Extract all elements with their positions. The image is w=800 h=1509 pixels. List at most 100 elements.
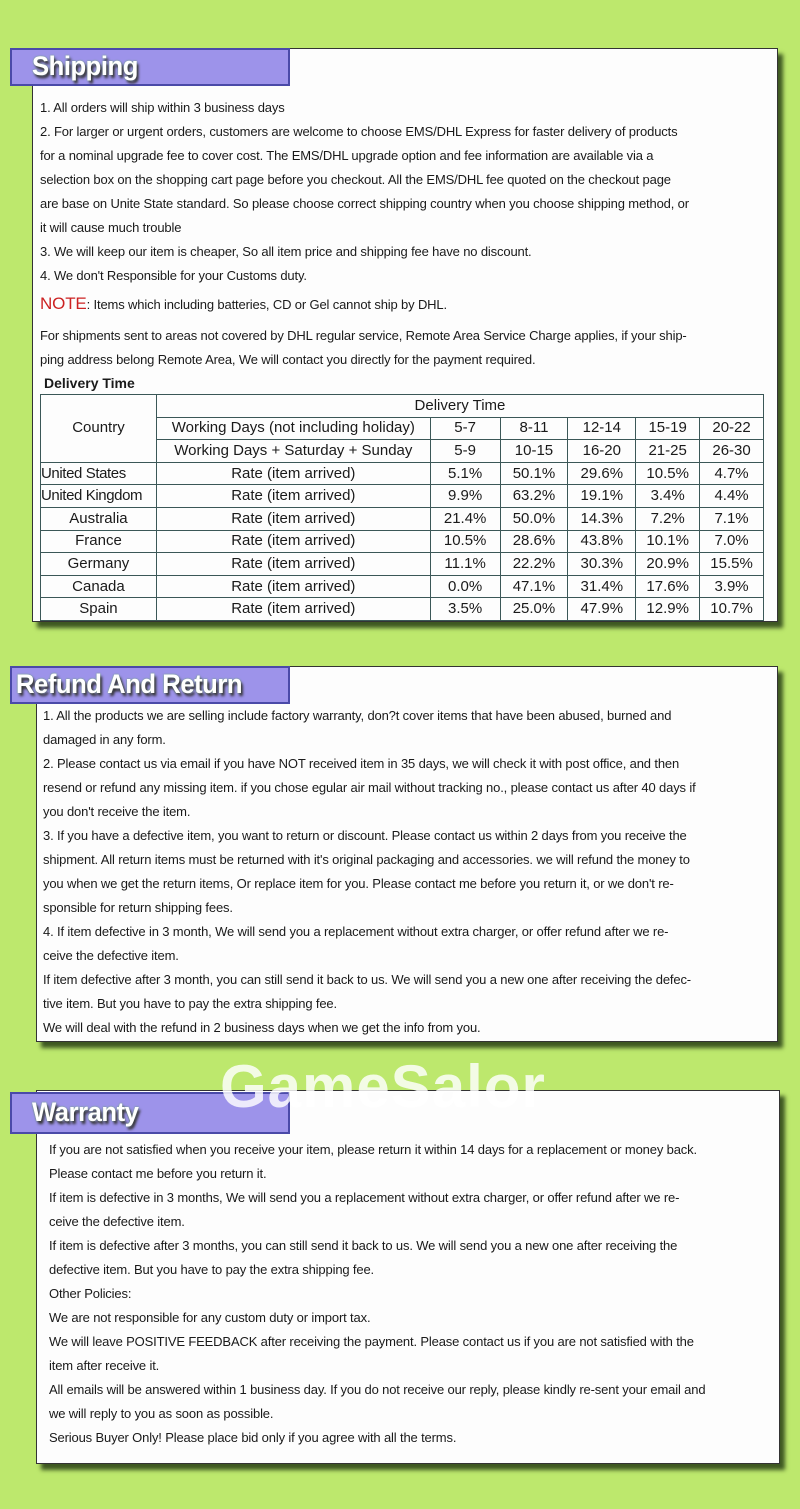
country-cell: France	[40, 529, 157, 554]
calendar-days-cell: 26-30	[699, 439, 764, 463]
text-line: If you are not satisfied when you receiv…	[49, 1142, 697, 1157]
table-row: France Rate (item arrived) 10.5% 28.6% 43.8%…	[40, 529, 764, 554]
rate-value-cell: 3.5%	[429, 597, 501, 621]
rate-value-cell: 14.3%	[567, 506, 637, 531]
note-text: : Items which including batteries, CD or…	[86, 297, 447, 312]
rate-value-cell: 10.5%	[429, 529, 501, 554]
rate-value-cell: 5.1%	[429, 461, 501, 486]
refund-header: Refund And Return	[10, 666, 290, 704]
rate-label-cell: Rate (item arrived)	[155, 552, 431, 576]
rate-value-cell: 11.1%	[429, 552, 501, 576]
working-days-cell: 12-14	[567, 416, 637, 441]
text-line: 3. If you have a defective item, you wan…	[43, 828, 687, 843]
rate-label-cell: Rate (item arrived)	[155, 506, 431, 531]
country-header: Country	[40, 394, 157, 463]
country-cell: United Kingdom	[40, 484, 157, 508]
rate-value-cell: 7.2%	[635, 506, 701, 531]
text-line: sponsible for return shipping fees.	[43, 900, 233, 915]
text-line: defective item. But you have to pay the …	[49, 1262, 375, 1277]
rate-value-cell: 50.1%	[499, 461, 569, 486]
working-days-cell: 20-22	[699, 416, 764, 441]
rate-value-cell: 4.7%	[699, 461, 764, 486]
rate-value-cell: 31.4%	[567, 574, 637, 599]
rate-value-cell: 3.9%	[699, 574, 764, 599]
warranty-section	[36, 1090, 780, 1464]
country-cell: Canada	[40, 574, 157, 599]
rate-value-cell: 17.6%	[635, 574, 701, 599]
shipping-title: Shipping	[32, 51, 138, 81]
country-cell: Germany	[40, 552, 157, 576]
table-row: Spain Rate (item arrived) 3.5% 25.0% 47.9% 12…	[40, 597, 764, 621]
delivery-time-table: Country Delivery Time Working Days (not …	[40, 394, 765, 621]
rate-value-cell: 19.1%	[567, 484, 637, 508]
country-cell: Australia	[40, 506, 157, 531]
warranty-header: Warranty	[10, 1092, 290, 1134]
text-line: item after receive it.	[49, 1358, 160, 1373]
rate-value-cell: 50.0%	[499, 506, 569, 531]
shipping-note: NOTE: Items which including batteries, C…	[40, 292, 447, 316]
text-line: you don't receive the item.	[43, 804, 191, 819]
rate-label-cell: Rate (item arrived)	[155, 574, 431, 599]
calendar-days-cell: 21-25	[635, 439, 701, 463]
rate-value-cell: 25.0%	[499, 597, 569, 621]
text-line: Other Policies:	[49, 1286, 132, 1301]
table-row: Germany Rate (item arrived) 11.1% 22.2% 30.3…	[40, 552, 764, 576]
note-label: NOTE	[40, 294, 87, 313]
rate-value-cell: 29.6%	[567, 461, 637, 486]
rate-value-cell: 63.2%	[499, 484, 569, 508]
rate-value-cell: 22.2%	[499, 552, 569, 576]
shipping-text: 1. All orders will ship within 3 busines…	[40, 96, 689, 288]
text-line: you when we get the return items, Or rep…	[43, 876, 674, 891]
rate-value-cell: 20.9%	[635, 552, 701, 576]
rate-value-cell: 12.9%	[635, 597, 701, 621]
text-line: If item is defective in 3 months, We wil…	[49, 1190, 680, 1205]
working-days-cell: 15-19	[635, 416, 701, 441]
rate-value-cell: 7.0%	[699, 529, 764, 554]
text-line: ping address belong Remote Area, We will…	[40, 352, 536, 367]
text-line: resend or refund any missing item. if yo…	[43, 780, 696, 795]
text-line: We will leave POSITIVE FEEDBACK after re…	[49, 1334, 694, 1349]
delivery-time-header: Delivery Time	[155, 394, 765, 418]
rate-value-cell: 15.5%	[699, 552, 764, 576]
table-row: Australia Rate (item arrived) 21.4% 50.0% 14…	[40, 506, 764, 531]
rate-label-cell: Rate (item arrived)	[155, 461, 431, 486]
text-line: shipment. All return items must be retur…	[43, 852, 690, 867]
country-cell: Spain	[40, 597, 157, 621]
text-line: damaged in any form.	[43, 732, 166, 747]
calendar-days-cell: 16-20	[567, 439, 637, 463]
text-line: We are not responsible for any custom du…	[49, 1310, 371, 1325]
text-line: If item is defective after 3 months, you…	[49, 1238, 678, 1253]
rate-value-cell: 4.4%	[699, 484, 764, 508]
text-line: 2. Please contact us via email if you ha…	[43, 756, 680, 771]
remote-area-text: For shipments sent to areas not covered …	[40, 324, 687, 372]
text-line: Please contact me before you return it.	[49, 1166, 267, 1181]
rate-value-cell: 47.9%	[567, 597, 637, 621]
working-days-label: Working Days (not including holiday)	[155, 416, 431, 441]
warranty-text: If you are not satisfied when you receiv…	[49, 1138, 706, 1450]
rate-value-cell: 47.1%	[499, 574, 569, 599]
text-line: If item defective after 3 month, you can…	[43, 972, 691, 987]
text-line: 1. All the products we are selling inclu…	[43, 708, 672, 723]
rate-label-cell: Rate (item arrived)	[155, 529, 431, 554]
rate-value-cell: 30.3%	[567, 552, 637, 576]
text-line: ceive the defective item.	[49, 1214, 185, 1229]
refund-title: Refund And Return	[16, 669, 243, 699]
rate-value-cell: 10.5%	[635, 461, 701, 486]
rate-label-cell: Rate (item arrived)	[155, 597, 431, 621]
table-header-row: Country Delivery Time	[40, 394, 765, 463]
text-line: We will deal with the refund in 2 busine…	[43, 1020, 481, 1035]
text-line: For shipments sent to areas not covered …	[40, 328, 687, 343]
working-days-cell: 5-7	[429, 416, 501, 441]
text-line: it will cause much trouble	[40, 220, 182, 235]
rate-value-cell: 10.7%	[699, 597, 764, 621]
rate-value-cell: 9.9%	[429, 484, 501, 508]
watermark: GameSalor	[220, 1053, 546, 1120]
table-row: United States Rate (item arrived) 5.1% 50.1…	[40, 461, 764, 486]
calendar-days-cell: 5-9	[429, 439, 501, 463]
text-line: 1. All orders will ship within 3 busines…	[40, 100, 285, 115]
country-cell: United States	[40, 461, 157, 486]
text-line: 4. We don't Responsible for your Customs…	[40, 268, 307, 283]
working-days-cell: 8-11	[499, 416, 569, 441]
rate-value-cell: 7.1%	[699, 506, 764, 531]
shipping-header: Shipping	[10, 48, 290, 86]
